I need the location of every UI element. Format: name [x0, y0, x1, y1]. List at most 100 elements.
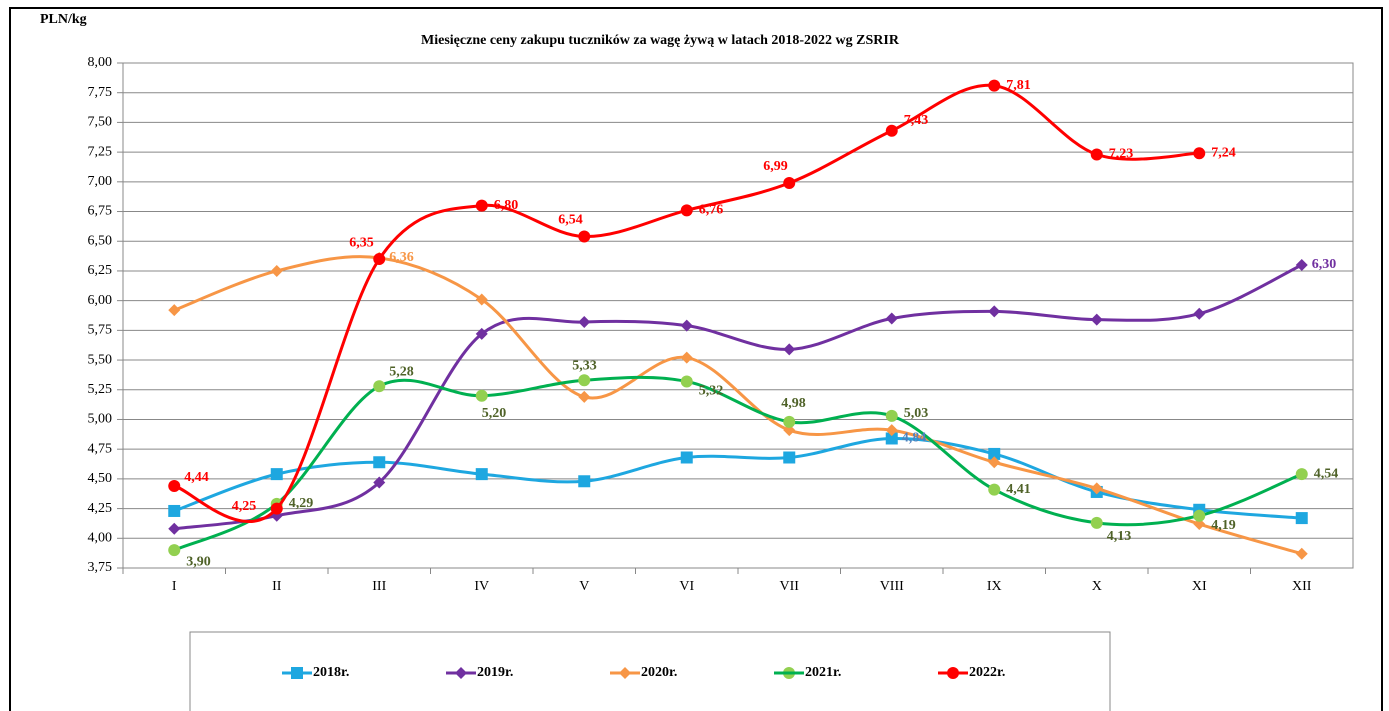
marker: [1295, 512, 1308, 525]
y-tick-label: 5,25: [88, 382, 113, 397]
x-tick-label: IV: [474, 579, 489, 594]
data-label: 4,25: [232, 499, 257, 514]
x-tick-label: I: [172, 579, 177, 594]
data-label: 4,84: [902, 431, 927, 446]
data-label: 4,41: [1006, 482, 1031, 497]
y-tick-label: 7,50: [88, 115, 113, 130]
data-label: 4,19: [1211, 518, 1236, 533]
marker: [885, 312, 898, 325]
data-label: 4,98: [781, 396, 806, 411]
marker: [1295, 468, 1308, 481]
data-label: 6,35: [349, 235, 374, 250]
y-tick-label: 4,75: [88, 441, 113, 456]
marker: [373, 456, 386, 469]
marker: [988, 483, 1001, 496]
y-tick-label: 6,25: [88, 263, 113, 278]
marker: [1090, 148, 1103, 161]
y-tick-label: 8,00: [88, 55, 113, 70]
marker: [270, 264, 283, 277]
marker: [475, 199, 488, 212]
data-label: 3,90: [186, 554, 211, 569]
y-tick-label: 6,50: [88, 233, 113, 248]
legend-label: 2019r.: [477, 665, 513, 680]
marker: [475, 293, 488, 306]
x-tick-label: XI: [1192, 579, 1207, 594]
series-line: [174, 263, 1303, 531]
series-line: [173, 375, 1303, 552]
y-tick-label: 7,75: [88, 85, 113, 100]
marker: [1090, 516, 1103, 529]
marker: [885, 432, 898, 445]
marker: [578, 475, 591, 488]
x-tick-label: II: [272, 579, 282, 594]
marker: [1193, 509, 1206, 522]
data-label: 5,28: [389, 364, 414, 379]
marker: [270, 468, 283, 481]
marker: [168, 480, 181, 493]
y-tick-label: 7,25: [88, 144, 113, 159]
y-tick-label: 5,50: [88, 352, 113, 367]
data-label: 5,03: [904, 406, 929, 421]
marker: [680, 375, 693, 388]
marker: [1193, 147, 1206, 160]
marker: [783, 415, 796, 428]
y-tick-label: 4,00: [88, 531, 113, 546]
data-label: 5,33: [572, 358, 597, 373]
marker: [1193, 307, 1206, 320]
marker: [373, 253, 386, 266]
marker: [988, 456, 1001, 469]
marker: [680, 204, 693, 217]
data-label: 5,20: [482, 406, 507, 421]
marker: [885, 124, 898, 137]
marker: [885, 409, 898, 422]
x-tick-label: X: [1092, 579, 1102, 594]
data-label: 7,24: [1211, 146, 1236, 161]
marker: [578, 230, 591, 243]
y-tick-label: 4,50: [88, 471, 113, 486]
x-tick-label: XII: [1292, 579, 1312, 594]
x-tick-label: IX: [987, 579, 1002, 594]
series-line: [173, 83, 1200, 523]
legend-label: 2022r.: [969, 665, 1005, 680]
marker: [1090, 313, 1103, 326]
marker: [680, 319, 693, 332]
marker: [475, 327, 488, 340]
grid: 3,75 4,00 4,25 4,50 4,75 5,00 5,25 5,50 5,75 6,00…: [88, 55, 1353, 594]
data-label: 6,76: [699, 203, 724, 218]
y-axis-label: PLN/kg: [40, 12, 87, 27]
marker: [475, 468, 488, 481]
plot-area: [122, 62, 1354, 569]
data-label: 4,29: [289, 496, 314, 511]
data-label: 7,81: [1006, 78, 1031, 93]
marker: [783, 177, 796, 190]
marker: [578, 374, 591, 387]
labels: 4,84 6,30 6,36 3,90 4,29 5,28 5,20 5,33 5,32 4,98…: [184, 78, 1338, 570]
frame: [9, 7, 1383, 711]
marker: [988, 305, 1001, 318]
marker: [680, 351, 693, 364]
legend-label: 2018r.: [313, 665, 349, 680]
marker: [1090, 482, 1103, 495]
y-tick-label: 5,75: [88, 323, 113, 338]
data-label: 6,80: [494, 198, 519, 213]
y-tick-label: 6,75: [88, 204, 113, 219]
marker: [885, 424, 898, 437]
data-label: 5,32: [699, 384, 724, 399]
marker: [783, 424, 796, 437]
marker: [1295, 547, 1308, 560]
data-label: 4,54: [1314, 466, 1339, 481]
marker: [1193, 518, 1206, 531]
y-tick-label: 5,00: [88, 412, 113, 427]
data-label: 7,23: [1109, 147, 1134, 162]
data-label: 7,43: [904, 113, 929, 128]
data-label: 6,36: [389, 250, 414, 265]
marker: [373, 380, 386, 393]
marker: [168, 304, 181, 317]
marker: [783, 343, 796, 356]
legend-label: 2020r.: [641, 665, 677, 680]
x-tick-label: VII: [780, 579, 800, 594]
marker: [270, 502, 283, 515]
chart-title: Miesięczne ceny zakupu tuczników za wagę…: [421, 33, 900, 48]
marker: [578, 390, 591, 403]
